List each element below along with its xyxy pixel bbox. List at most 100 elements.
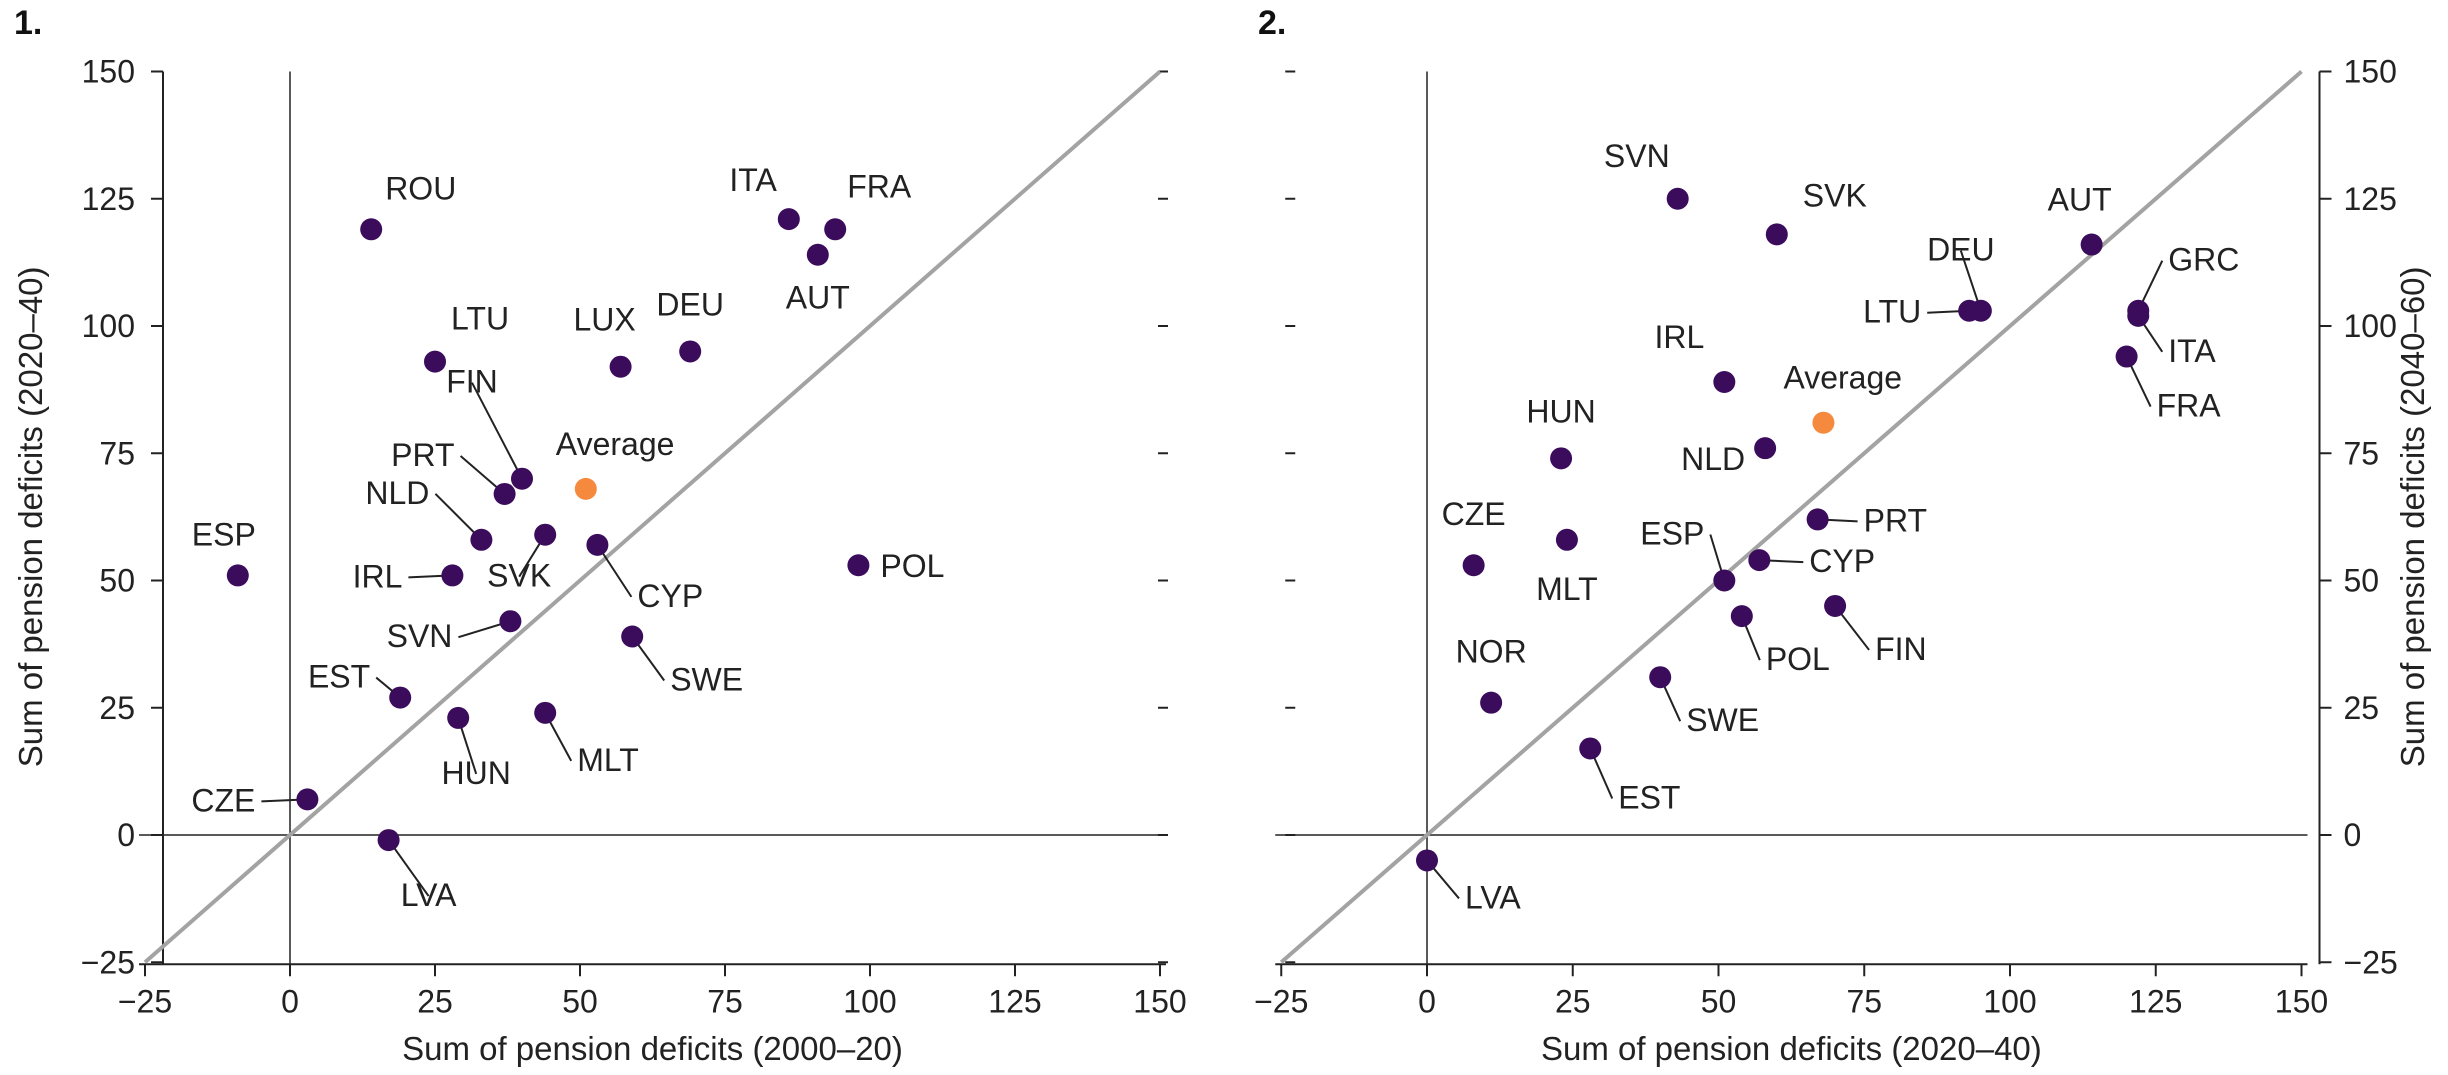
panel2-x-tick-label: 0 (1418, 983, 1436, 1019)
panel1-point-deu (679, 340, 702, 363)
panel2-y-tick-label: 100 (2344, 308, 2397, 344)
panel1-x-tick-label: 125 (988, 983, 1041, 1019)
panel1-point-label-nld: NLD (365, 475, 429, 511)
panel1-point-irl (441, 564, 464, 587)
panel2-point-label-average: Average (1783, 360, 1902, 396)
panel2-point-fin (1824, 594, 1847, 617)
panel2-point-label-svk: SVK (1803, 177, 1867, 213)
panel2-diagonal-reference-line (1279, 69, 2303, 964)
panel1-y-tick-label: −25 (81, 944, 135, 980)
panel1-point-label-irl: IRL (353, 558, 403, 594)
panel1-diagonal-reference-line (143, 69, 1162, 964)
panel2-point-svk (1765, 223, 1788, 246)
panel2-y-tick-label: 125 (2344, 181, 2397, 217)
panel1-point-hun (447, 706, 470, 729)
panel2-point-cze (1462, 554, 1485, 577)
panel1-point-label-fin: FIN (446, 364, 498, 400)
panel1-x-tick-label: 150 (1133, 983, 1186, 1019)
panel1-x-axis-label: Sum of pension deficits (2000–20) (402, 1030, 903, 1067)
panel2-point-label-cze: CZE (1442, 496, 1506, 532)
panel2-point-est (1579, 737, 1602, 760)
panel2-y-axis-label: Sum of pension deficits (2040–60) (2394, 266, 2431, 767)
panel1-point-label-lux: LUX (573, 302, 635, 338)
panel2-point-label-ita: ITA (2168, 333, 2216, 369)
panel2-point-label-deu: DEU (1927, 232, 1995, 268)
panel1-point-esp (226, 564, 249, 587)
panel1-point-prt (493, 482, 516, 505)
panel1-point-label-average: Average (556, 426, 675, 462)
panel1-point-label-prt: PRT (391, 437, 454, 473)
panel1-leader-line-lva (387, 839, 430, 897)
panel1-point-label-mlt: MLT (577, 742, 639, 778)
panel2-x-tick-label: 100 (1983, 983, 2036, 1019)
panel2-point-label-grc: GRC (2168, 242, 2239, 278)
panel2-point-nld (1754, 437, 1777, 460)
panel1-point-label-ita: ITA (729, 162, 777, 198)
panel2-point-irl (1713, 370, 1736, 393)
panel1-point-label-ltu: LTU (451, 301, 509, 337)
panel1-point-fra (824, 218, 847, 241)
panel1-point-ita (777, 208, 800, 231)
panel1-point-label-aut: AUT (786, 280, 850, 316)
panel2-x-tick-label: 25 (1555, 983, 1591, 1019)
panel1-y-axis-label: Sum of pension deficits (2020–40) (12, 266, 49, 767)
panel1-point-average (574, 477, 597, 500)
panel1-point-label-svk: SVK (487, 558, 551, 594)
panel2-point-ita (2127, 304, 2150, 327)
panel2-point-label-svn: SVN (1604, 138, 1670, 174)
panel2-point-ltu (1958, 299, 1981, 322)
panel2-y-tick-label: 25 (2344, 690, 2380, 726)
panel1-point-label-fra: FRA (847, 168, 912, 204)
panel2-point-svn (1666, 187, 1689, 210)
panel2-point-label-swe: SWE (1686, 702, 1759, 738)
panel2-x-tick-label: 75 (1846, 983, 1882, 1019)
panel2-panel-label: 2. (1258, 4, 1286, 42)
panel1-x-tick-label: 0 (281, 983, 299, 1019)
panel1-point-ltu (424, 350, 446, 373)
panel1-point-svk (534, 523, 557, 546)
panel2-point-label-nor: NOR (1456, 634, 1527, 670)
panel2-point-label-nld: NLD (1681, 441, 1745, 477)
panel1-point-label-hun: HUN (442, 755, 511, 791)
panel1-point-label-est: EST (308, 659, 370, 695)
panel1-point-label-esp: ESP (192, 516, 256, 552)
panel2-x-axis-label: Sum of pension deficits (2020–40) (1541, 1030, 2042, 1067)
panel1-point-label-cyp: CYP (637, 578, 703, 614)
panel1-y-tick-label: 125 (82, 181, 135, 217)
panel2-point-pol (1730, 605, 1753, 628)
panel1-point-lux (609, 355, 632, 378)
panel1-point-label-deu: DEU (656, 286, 724, 322)
panel2-point-label-hun: HUN (1526, 393, 1595, 429)
panel2-point-label-fin: FIN (1875, 631, 1927, 667)
panel2-point-mlt (1555, 528, 1578, 551)
panel1-panel-label: 1. (14, 4, 42, 42)
panel1-x-tick-label: 75 (707, 983, 743, 1019)
panel2-y-tick-label: 75 (2344, 435, 2380, 471)
panel1-point-rou (360, 218, 383, 241)
panel1-y-tick-label: 100 (82, 308, 135, 344)
panel1-y-tick-label: 150 (82, 54, 135, 90)
panel2-point-label-ltu: LTU (1863, 294, 1921, 330)
panel1-point-fin (511, 467, 533, 490)
panel2-point-label-irl: IRL (1655, 319, 1705, 355)
panel2-point-lva (1416, 849, 1438, 872)
panel2-y-tick-label: 50 (2344, 563, 2380, 599)
panel1-point-svn (499, 610, 522, 633)
panel2-point-label-prt: PRT (1864, 502, 1927, 538)
panel2-point-label-lva: LVA (1465, 879, 1521, 915)
panel1-point-est (389, 686, 412, 709)
panel1-y-tick-label: 75 (99, 435, 135, 471)
panel1-point-label-rou: ROU (385, 170, 456, 206)
panel2-point-prt (1806, 508, 1829, 531)
panel1-y-tick-label: 50 (99, 563, 135, 599)
panel2-point-label-est: EST (1618, 779, 1680, 815)
panel1-x-tick-label: 100 (843, 983, 896, 1019)
panel2-point-average (1812, 411, 1835, 434)
panel2-point-esp (1713, 569, 1736, 592)
panel2-y-tick-label: 150 (2344, 54, 2397, 90)
panel1-point-cyp (586, 533, 609, 556)
panel2-y-tick-label: 0 (2344, 817, 2362, 853)
panel1-point-pol (847, 554, 870, 577)
panel2-point-label-fra: FRA (2157, 388, 2222, 424)
